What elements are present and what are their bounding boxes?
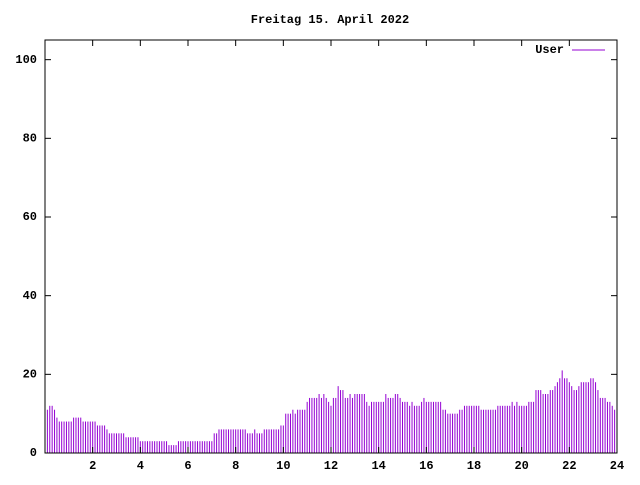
y-tick-label: 80 <box>23 132 37 146</box>
x-tick-label: 10 <box>276 459 290 473</box>
x-tick-label: 8 <box>232 459 239 473</box>
x-tick-label: 24 <box>610 459 624 473</box>
x-tick-label: 2 <box>89 459 96 473</box>
y-tick-label: 60 <box>23 210 37 224</box>
legend-label: User <box>535 43 564 57</box>
y-tick-label: 20 <box>23 368 37 382</box>
x-tick-label: 4 <box>137 459 144 473</box>
x-tick-label: 12 <box>324 459 338 473</box>
x-tick-label: 6 <box>184 459 191 473</box>
x-tick-label: 14 <box>371 459 385 473</box>
y-tick-label: 100 <box>15 53 37 67</box>
x-tick-label: 22 <box>562 459 576 473</box>
y-tick-label: 0 <box>30 446 37 460</box>
y-tick-label: 40 <box>23 289 37 303</box>
x-tick-label: 16 <box>419 459 433 473</box>
chart-title: Freitag 15. April 2022 <box>251 13 409 27</box>
x-tick-label: 20 <box>514 459 528 473</box>
x-tick-label: 18 <box>467 459 481 473</box>
